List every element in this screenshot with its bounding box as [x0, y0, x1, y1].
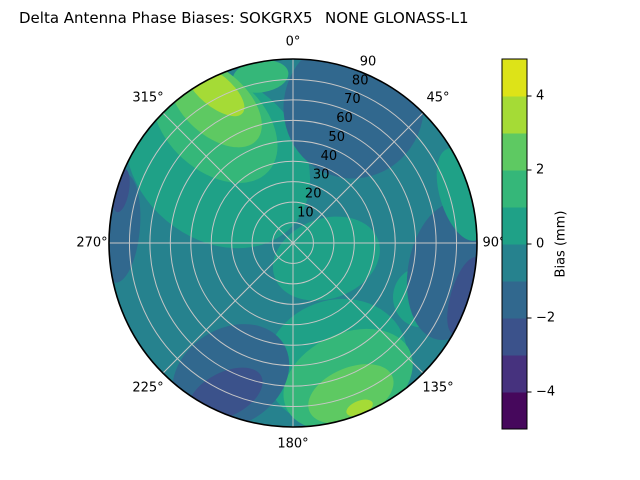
- angular-tick-label: 225°: [132, 381, 163, 396]
- colorbar-segment: [502, 170, 527, 208]
- colorbar-tick-label: 0: [536, 237, 544, 252]
- angular-tick-label: 45°: [426, 91, 449, 106]
- radial-tick-label: 90: [360, 54, 377, 69]
- colorbar-segment: [502, 318, 527, 356]
- chart-title-suffix: NONE GLONASS-L1: [325, 9, 469, 27]
- radial-tick-label: 80: [352, 73, 369, 88]
- colorbar-segment: [502, 355, 527, 393]
- colorbar-axis-label: Bias (mm): [554, 211, 569, 278]
- colorbar-tick-label: −2: [536, 311, 555, 326]
- angular-tick-label: 180°: [277, 437, 308, 452]
- radial-tick-label: 50: [328, 130, 345, 145]
- colorbar-tick-label: 4: [536, 89, 544, 104]
- angular-gridline: [162, 242, 294, 374]
- colorbar-segment: [502, 281, 527, 319]
- colorbar-segment: [502, 207, 527, 245]
- angular-tick-label: 135°: [422, 381, 453, 396]
- angular-tick-label: 315°: [132, 91, 163, 106]
- angular-tick-label: 270°: [76, 236, 107, 251]
- angular-gridline: [292, 242, 424, 374]
- angular-tick-label: 0°: [286, 35, 301, 50]
- radial-tick-label: 70: [344, 92, 361, 107]
- colorbar-tick-label: 2: [536, 163, 544, 178]
- angular-tick-label: 90°: [482, 236, 505, 251]
- angular-gridline: [162, 112, 294, 244]
- chart-title: Delta Antenna Phase Biases: SOKGRX5: [19, 9, 313, 27]
- radial-tick-label: 60: [336, 111, 353, 126]
- colorbar-segment: [502, 96, 527, 134]
- colorbar-segment: [502, 244, 527, 282]
- radial-tick-label: 30: [313, 168, 330, 183]
- angular-gridline: [292, 112, 424, 244]
- polar-spine: [108, 58, 478, 428]
- colorbar-segment: [502, 59, 527, 97]
- colorbar-segment: [502, 392, 527, 430]
- contour-region-0..1: [272, 216, 380, 301]
- colorbar-tick-label: −4: [536, 385, 555, 400]
- radial-tick-label: 10: [297, 206, 314, 221]
- radial-tick-label: 20: [305, 187, 322, 202]
- contour-region-1..2: [232, 60, 289, 93]
- radial-tick-label: 40: [321, 149, 338, 164]
- colorbar-segment: [502, 133, 527, 171]
